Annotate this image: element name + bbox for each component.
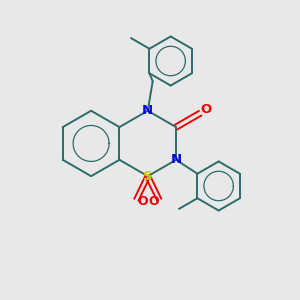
Text: N: N [170,153,182,166]
Text: N: N [142,104,153,117]
Text: S: S [143,170,153,183]
Text: O: O [148,195,159,208]
Text: O: O [137,195,148,208]
Text: O: O [201,103,212,116]
